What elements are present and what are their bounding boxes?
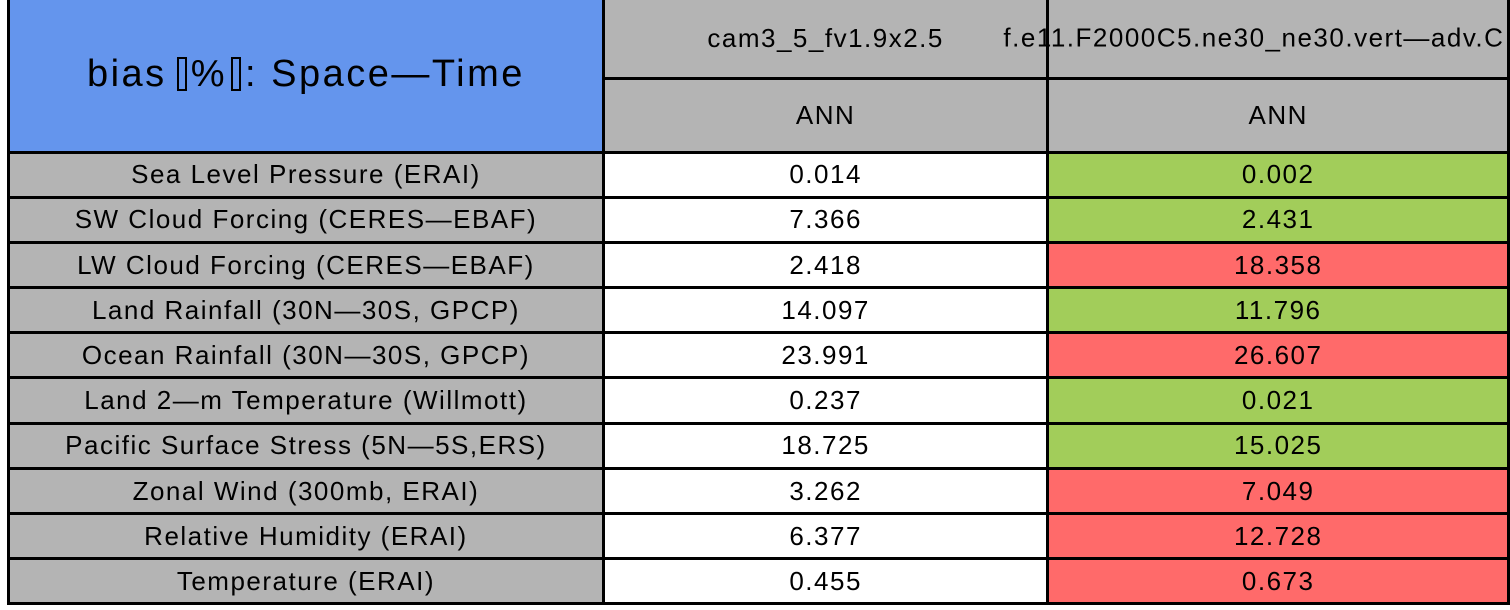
case1-value: 6.377 <box>601 511 1050 561</box>
case1-model-header: cam3_5_fv1.9x2.5 <box>601 0 1050 80</box>
row-label: LW Cloud Forcing (CERES—EBAF) <box>7 240 605 290</box>
case1-season-header: ANN <box>601 76 1050 154</box>
case2-season-header: ANN <box>1046 76 1510 154</box>
table-row: Land 2—m Temperature (Willmott) 0.237 0.… <box>7 376 1510 425</box>
case2-value: 0.002 <box>1046 150 1510 199</box>
case1-value: 0.455 <box>601 557 1050 606</box>
title-suffix: : Space—Time <box>244 53 525 96</box>
table-title-cell: bias% : Space—Time <box>7 0 605 154</box>
case2-value: 2.431 <box>1046 195 1510 244</box>
model-header-row: bias% : Space—Time cam3_5_fv1.9x2.5 f.e11… <box>7 0 1510 154</box>
case2-value: 15.025 <box>1046 421 1510 470</box>
case1-value: 0.014 <box>601 150 1050 199</box>
bias-metrics-table: bias% : Space—Time cam3_5_fv1.9x2.5 f.e11… <box>7 0 1510 606</box>
table-row: Relative Humidity (ERAI) 6.377 12.728 <box>7 511 1510 561</box>
missing-glyph-box-icon <box>176 57 187 92</box>
table-row: Pacific Surface Stress (5N—5S,ERS) 18.72… <box>7 421 1510 470</box>
table-row: SW Cloud Forcing (CERES—EBAF) 7.366 2.43… <box>7 195 1510 244</box>
season-header-row: ANN ANN <box>9 76 1510 154</box>
case1-value: 3.262 <box>601 466 1050 516</box>
row-label: SW Cloud Forcing (CERES—EBAF) <box>7 195 605 244</box>
case2-value: 0.021 <box>1046 376 1510 425</box>
case2-value: 12.728 <box>1046 511 1510 561</box>
title-unit: % <box>190 53 227 96</box>
table-row: Land Rainfall (30N—30S, GPCP) 14.097 11.… <box>7 286 1510 335</box>
case1-value: 7.366 <box>601 195 1050 244</box>
missing-glyph-box-icon <box>230 57 241 92</box>
table-row: Ocean Rainfall (30N—30S, GPCP) 23.991 26… <box>7 331 1510 380</box>
case1-value: 2.418 <box>601 240 1050 290</box>
table-row: Temperature (ERAI) 0.455 0.673 <box>7 557 1510 606</box>
case1-value: 0.237 <box>601 376 1050 425</box>
case2-model-name: f.e11.F2000C5.ne30_ne30.vert—adv.C <box>1003 22 1505 53</box>
table-row: Sea Level Pressure (ERAI) 0.014 0.002 <box>7 150 1510 199</box>
case1-value: 14.097 <box>601 286 1050 335</box>
case1-value: 23.991 <box>601 331 1050 380</box>
case2-value: 7.049 <box>1046 466 1510 516</box>
table-title: bias% : Space—Time <box>87 53 525 95</box>
row-label: Land Rainfall (30N—30S, GPCP) <box>7 286 605 335</box>
case2-value: 0.673 <box>1046 557 1510 606</box>
title-word: bias <box>86 53 167 96</box>
case2-model-header: f.e11.F2000C5.ne30_ne30.vert—adv.C <box>1003 0 1510 80</box>
row-label: Relative Humidity (ERAI) <box>7 511 605 561</box>
table-row: Zonal Wind (300mb, ERAI) 3.262 7.049 <box>7 466 1510 516</box>
case1-value: 18.725 <box>601 421 1050 470</box>
table-row: LW Cloud Forcing (CERES—EBAF) 2.418 18.3… <box>7 240 1510 290</box>
row-label: Temperature (ERAI) <box>7 557 605 606</box>
case2-value: 11.796 <box>1046 286 1510 335</box>
row-label: Ocean Rainfall (30N—30S, GPCP) <box>7 331 605 380</box>
row-label: Pacific Surface Stress (5N—5S,ERS) <box>7 421 605 470</box>
case2-value: 18.358 <box>1046 240 1510 290</box>
row-label: Land 2—m Temperature (Willmott) <box>7 376 605 425</box>
row-label: Zonal Wind (300mb, ERAI) <box>7 466 605 516</box>
row-label: Sea Level Pressure (ERAI) <box>7 150 605 199</box>
case2-value: 26.607 <box>1046 331 1510 380</box>
